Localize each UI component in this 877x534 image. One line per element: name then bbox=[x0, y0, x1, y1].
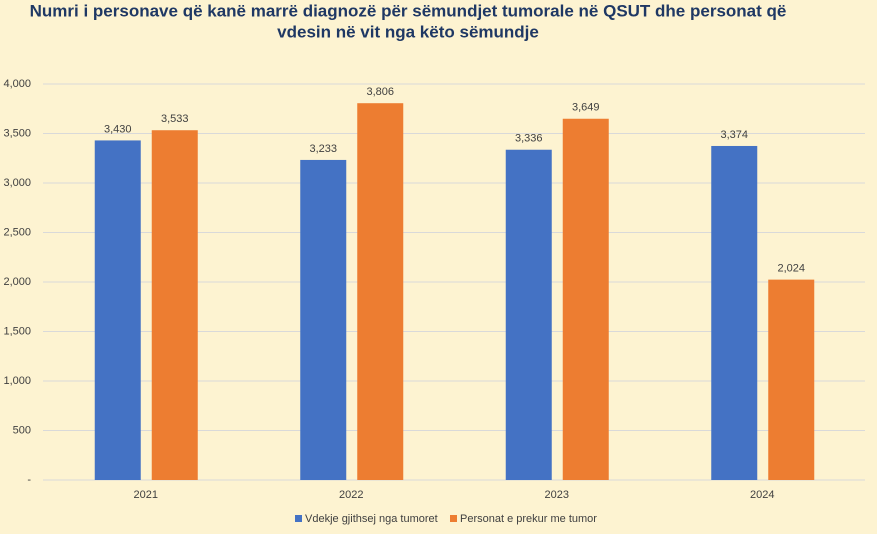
legend-label: Vdekje gjithsej nga tumoret bbox=[305, 513, 438, 525]
bar bbox=[94, 140, 141, 480]
x-tick-label: 2021 bbox=[134, 489, 158, 501]
value-label: 3,533 bbox=[161, 113, 189, 125]
legend-swatch bbox=[295, 515, 302, 522]
y-tick-label: 3,000 bbox=[3, 177, 31, 189]
value-label: 3,430 bbox=[104, 123, 132, 135]
x-tick-label: 2022 bbox=[339, 489, 363, 501]
value-label: 3,336 bbox=[515, 133, 543, 145]
bar bbox=[505, 149, 552, 480]
value-label: 3,649 bbox=[572, 102, 600, 114]
value-label: 3,374 bbox=[720, 129, 748, 141]
y-tick-label: - bbox=[27, 474, 31, 486]
y-tick-label: 1,500 bbox=[3, 325, 31, 337]
y-tick-label: 2,000 bbox=[3, 276, 31, 288]
y-tick-label: 3,500 bbox=[3, 127, 31, 139]
legend-swatch bbox=[450, 515, 457, 522]
x-tick-label: 2024 bbox=[750, 489, 774, 501]
bar bbox=[562, 118, 609, 481]
y-tick-label: 500 bbox=[13, 424, 31, 436]
x-tick-label: 2023 bbox=[545, 489, 569, 501]
y-tick-label: 1,000 bbox=[3, 375, 31, 387]
bar bbox=[711, 145, 758, 480]
value-label: 3,806 bbox=[366, 86, 394, 98]
legend-label: Personat e prekur me tumor bbox=[460, 513, 597, 525]
bar bbox=[357, 103, 404, 481]
bar bbox=[768, 279, 815, 480]
chart-title: Numri i personave që kanë marrë diagnozë… bbox=[30, 1, 787, 20]
y-tick-label: 2,500 bbox=[3, 226, 31, 238]
value-label: 2,024 bbox=[777, 263, 805, 275]
chart-title: vdesin në vit nga këto sëmundje bbox=[277, 22, 539, 41]
value-label: 3,233 bbox=[309, 143, 337, 155]
bar bbox=[300, 159, 347, 481]
bar bbox=[151, 130, 198, 480]
y-tick-label: 4,000 bbox=[3, 78, 31, 90]
